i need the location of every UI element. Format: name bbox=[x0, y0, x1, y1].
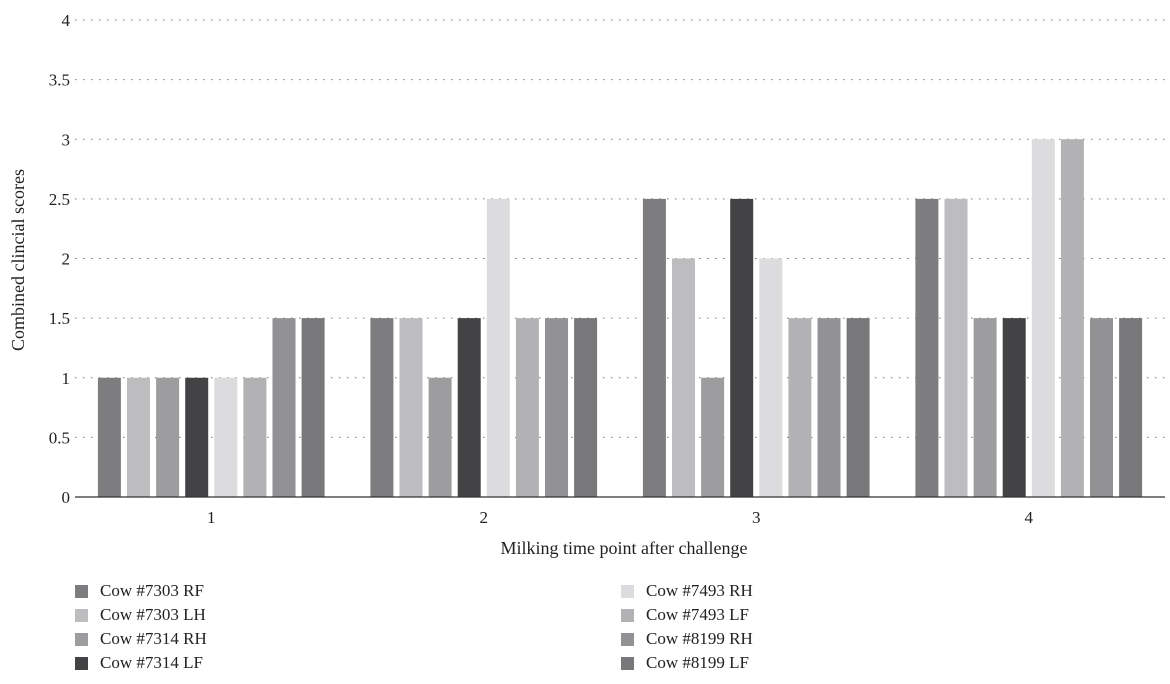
bar bbox=[185, 377, 209, 497]
bar bbox=[701, 377, 725, 497]
y-axis-label: Combined clincial scores bbox=[8, 169, 28, 351]
bar bbox=[127, 377, 150, 497]
x-tick-label: 2 bbox=[480, 508, 489, 527]
bar bbox=[214, 377, 238, 497]
legend-swatch bbox=[75, 632, 88, 646]
x-tick-label: 1 bbox=[207, 508, 216, 527]
bar bbox=[1119, 318, 1143, 497]
legend-swatch bbox=[621, 584, 634, 598]
x-tick-labels: 1 2 3 4 bbox=[207, 508, 1034, 527]
bar-chart: 0 0.5 1 1.5 2 2.5 3 3.5 4 1 2 3 4 Milking time poin… bbox=[8, 11, 1165, 558]
bar bbox=[1060, 139, 1084, 497]
y-tick-label: 2 bbox=[62, 250, 71, 269]
legend-swatch bbox=[75, 656, 88, 670]
legend-label: Cow #7314 RH bbox=[100, 629, 207, 648]
bar bbox=[642, 198, 666, 497]
bar bbox=[788, 318, 812, 497]
bar bbox=[730, 198, 754, 497]
bar bbox=[370, 318, 394, 497]
bar bbox=[515, 318, 539, 497]
bar bbox=[1090, 318, 1113, 497]
bar bbox=[399, 318, 423, 497]
legend-label: Cow #7493 LF bbox=[646, 605, 749, 624]
y-tick-labels: 0 0.5 1 1.5 2 2.5 3 3.5 4 bbox=[49, 11, 71, 507]
bar bbox=[944, 198, 968, 497]
legend-item: Cow #7303 RF bbox=[75, 580, 204, 602]
legend-swatch bbox=[621, 632, 634, 646]
bar bbox=[486, 198, 510, 497]
bar bbox=[672, 258, 695, 497]
legend-item: Cow #7314 LF bbox=[75, 652, 203, 674]
bar bbox=[272, 318, 296, 497]
x-tick-label: 4 bbox=[1025, 508, 1034, 527]
legend-label: Cow #7303 RF bbox=[100, 581, 204, 600]
legend-swatch bbox=[621, 608, 634, 622]
legend-label: Cow #7303 LH bbox=[100, 605, 206, 624]
bar bbox=[545, 318, 568, 497]
bar bbox=[243, 377, 267, 497]
y-tick-label: 0.5 bbox=[49, 428, 70, 447]
y-tick-label: 3.5 bbox=[49, 71, 70, 90]
bar bbox=[428, 377, 452, 497]
legend-label: Cow #7314 LF bbox=[100, 653, 203, 672]
legend-item: Cow #7303 LH bbox=[75, 604, 206, 626]
bar bbox=[574, 318, 598, 497]
y-tick-label: 4 bbox=[62, 11, 71, 30]
bar bbox=[1002, 318, 1026, 497]
bar bbox=[457, 318, 481, 497]
legend-swatch bbox=[75, 608, 88, 622]
x-tick-label: 3 bbox=[752, 508, 761, 527]
bar bbox=[846, 318, 870, 497]
y-tick-label: 3 bbox=[62, 130, 71, 149]
bar bbox=[1031, 139, 1055, 497]
legend-swatch bbox=[621, 656, 634, 670]
bar bbox=[973, 318, 997, 497]
y-tick-label: 2.5 bbox=[49, 190, 70, 209]
x-axis-label: Milking time point after challenge bbox=[501, 538, 748, 558]
legend: Cow #7303 RF Cow #7303 LH Cow #7314 RH Cow … bbox=[75, 580, 1075, 684]
legend-swatch bbox=[75, 584, 88, 598]
legend-item: Cow #7493 RH bbox=[621, 580, 753, 602]
legend-label: Cow #8199 RH bbox=[646, 629, 753, 648]
bars bbox=[97, 139, 1143, 497]
bar bbox=[759, 258, 783, 497]
y-tick-label: 0 bbox=[62, 488, 71, 507]
bar bbox=[915, 198, 939, 497]
legend-item: Cow #8199 RH bbox=[621, 628, 753, 650]
bar bbox=[301, 318, 325, 497]
y-tick-label: 1 bbox=[62, 369, 71, 388]
legend-item: Cow #7314 RH bbox=[75, 628, 207, 650]
y-tick-label: 1.5 bbox=[49, 309, 70, 328]
legend-label: Cow #7493 RH bbox=[646, 581, 753, 600]
bar bbox=[817, 318, 841, 497]
legend-item: Cow #7493 LF bbox=[621, 604, 749, 626]
legend-label: Cow #8199 LF bbox=[646, 653, 749, 672]
gridlines bbox=[75, 19, 1165, 438]
legend-item: Cow #8199 LF bbox=[621, 652, 749, 674]
bar bbox=[156, 377, 180, 497]
bar bbox=[97, 377, 121, 497]
